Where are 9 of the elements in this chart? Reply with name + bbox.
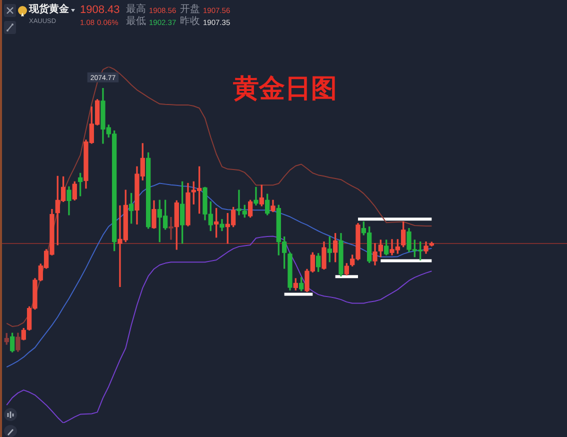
text: 最高 <box>126 4 146 15</box>
text: 1908.43 <box>80 4 120 16</box>
text: 昨收 <box>180 16 200 27</box>
chart-title: 黄金日图 <box>233 74 337 104</box>
candlestick <box>254 186 258 206</box>
chart-subtitle: 现货黄金 <box>29 4 69 15</box>
text: 开盘 <box>180 4 200 15</box>
candlestick <box>168 216 174 240</box>
text: 最低 <box>126 16 146 27</box>
